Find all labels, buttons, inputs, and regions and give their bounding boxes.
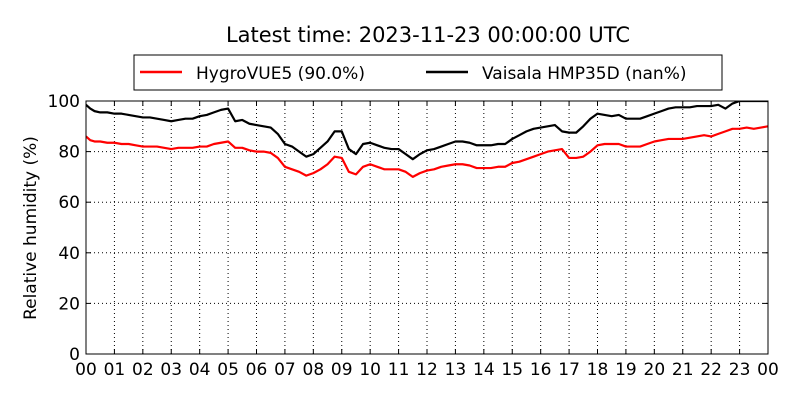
x-tick-label: 04 bbox=[189, 360, 211, 380]
x-tick-label: 14 bbox=[473, 360, 495, 380]
x-tick-label: 17 bbox=[558, 360, 580, 380]
x-tick-label: 22 bbox=[700, 360, 722, 380]
axis-ticks bbox=[85, 100, 769, 355]
y-axis-label: Relative humidity (%) bbox=[21, 136, 41, 320]
series-line-vaisala bbox=[86, 101, 768, 161]
series-line-hygrovue5 bbox=[86, 125, 768, 178]
y-tick-label: 20 bbox=[58, 294, 80, 314]
x-tick-label: 00 bbox=[75, 360, 97, 380]
x-tick-label: 23 bbox=[729, 360, 751, 380]
y-tick-label: 40 bbox=[58, 244, 80, 264]
x-tick-label: 01 bbox=[104, 360, 126, 380]
y-tick-label: 60 bbox=[58, 193, 80, 213]
legend: HygroVUE5 (90.0%) Vaisala HMP35D (nan%) bbox=[133, 54, 723, 91]
chart-title: Latest time: 2023-11-23 00:00:00 UTC bbox=[226, 23, 630, 47]
x-tick-labels: 00 01 02 03 04 05 06 07 08 09 10 11 12 13 14 15 16 17 18 19… bbox=[75, 360, 779, 380]
grid-lines bbox=[86, 101, 768, 354]
x-tick-label: 16 bbox=[530, 360, 552, 380]
x-tick-label: 11 bbox=[388, 360, 410, 380]
x-tick-label: 12 bbox=[416, 360, 438, 380]
x-tick-label: 19 bbox=[615, 360, 637, 380]
y-tick-label: 0 bbox=[69, 345, 80, 365]
x-tick-label: 13 bbox=[445, 360, 467, 380]
x-tick-label: 15 bbox=[501, 360, 523, 380]
x-tick-label: 07 bbox=[274, 360, 296, 380]
legend-label-hygrovue5: HygroVUE5 (90.0%) bbox=[196, 64, 365, 84]
x-tick-label: 05 bbox=[217, 360, 239, 380]
y-tick-labels: 0 20 40 60 80 100 bbox=[48, 92, 80, 365]
x-tick-label: 20 bbox=[644, 360, 666, 380]
x-tick-label: 10 bbox=[359, 360, 381, 380]
series-layer bbox=[86, 101, 768, 178]
x-tick-label: 02 bbox=[132, 360, 154, 380]
x-tick-label: 00 bbox=[757, 360, 779, 380]
y-tick-label: 100 bbox=[48, 92, 80, 112]
x-tick-label: 03 bbox=[160, 360, 182, 380]
x-tick-label: 09 bbox=[331, 360, 353, 380]
x-tick-label: 21 bbox=[672, 360, 694, 380]
x-tick-label: 08 bbox=[303, 360, 325, 380]
x-tick-label: 18 bbox=[587, 360, 609, 380]
x-tick-label: 06 bbox=[246, 360, 268, 380]
legend-label-vaisala: Vaisala HMP35D (nan%) bbox=[482, 64, 686, 84]
y-tick-label: 80 bbox=[58, 143, 80, 163]
